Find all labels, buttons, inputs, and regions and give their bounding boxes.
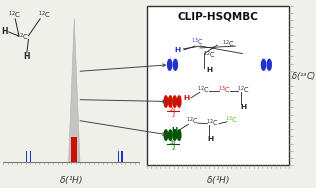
Text: $^{12}$C: $^{12}$C (16, 32, 28, 43)
Ellipse shape (262, 59, 265, 70)
Text: H: H (24, 52, 30, 61)
Bar (118, 151, 119, 162)
Polygon shape (69, 19, 80, 162)
Ellipse shape (267, 59, 271, 70)
Text: H: H (183, 95, 189, 101)
Bar (71, 137, 73, 162)
Text: $^{12}$C: $^{12}$C (237, 84, 249, 96)
Bar (26, 151, 27, 162)
Text: $^3$J: $^3$J (169, 139, 176, 153)
Ellipse shape (178, 130, 181, 140)
Text: $^{12}$C: $^{12}$C (197, 84, 210, 96)
Bar (30, 151, 31, 162)
Bar (147, 6, 289, 165)
Text: $^2$J: $^2$J (169, 106, 176, 120)
Text: $^{12}$C: $^{12}$C (8, 9, 21, 21)
Text: $\delta$(¹H): $\delta$(¹H) (206, 174, 230, 186)
Text: $^{12}$C: $^{12}$C (222, 39, 234, 50)
Text: $^{12}$C: $^{12}$C (38, 9, 51, 21)
Text: H: H (175, 47, 181, 53)
Bar (73, 137, 74, 162)
Text: $^{13}$C: $^{13}$C (225, 115, 238, 126)
Ellipse shape (169, 96, 172, 107)
Text: $\delta$(¹³C): $\delta$(¹³C) (291, 70, 316, 82)
Text: CLIP-HSQMBC: CLIP-HSQMBC (178, 12, 258, 22)
Ellipse shape (164, 96, 167, 107)
Text: H: H (207, 136, 214, 142)
Ellipse shape (169, 130, 172, 140)
Ellipse shape (167, 59, 172, 70)
Text: $\delta$(¹H): $\delta$(¹H) (59, 174, 83, 186)
Text: H: H (172, 127, 178, 133)
Text: $^{13}$C: $^{13}$C (191, 37, 203, 48)
Text: $^{12}$C: $^{12}$C (186, 116, 198, 127)
Ellipse shape (178, 96, 181, 107)
Text: H: H (2, 27, 8, 36)
Ellipse shape (164, 130, 167, 140)
Ellipse shape (173, 96, 176, 107)
Bar (76, 137, 77, 162)
Text: H: H (206, 67, 212, 74)
Text: H: H (240, 104, 246, 110)
Text: $^{12}$C: $^{12}$C (203, 50, 216, 61)
Bar (74, 137, 76, 162)
Ellipse shape (173, 130, 176, 140)
Text: $^{13}$C: $^{13}$C (218, 84, 230, 96)
Text: $^{12}$C: $^{12}$C (206, 118, 219, 129)
Ellipse shape (173, 59, 178, 70)
Bar (121, 151, 123, 162)
